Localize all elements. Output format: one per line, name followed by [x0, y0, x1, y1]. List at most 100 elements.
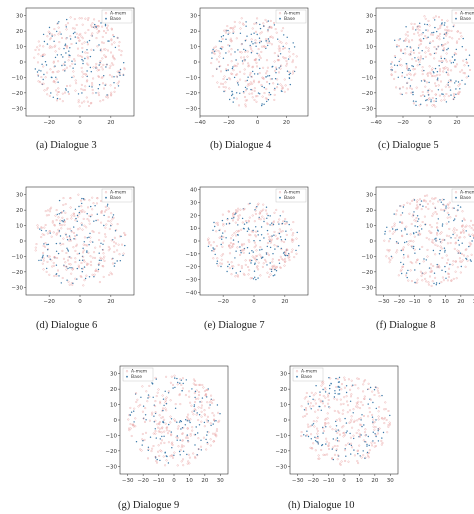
base-point — [235, 59, 237, 61]
amem-point — [349, 436, 352, 439]
amem-point — [342, 425, 345, 428]
amem-point — [88, 219, 91, 222]
amem-point — [265, 212, 268, 215]
amem-point — [195, 413, 198, 416]
amem-point — [69, 227, 72, 230]
base-point — [71, 267, 73, 269]
amem-point — [445, 254, 448, 257]
amem-point — [411, 26, 414, 29]
base-point — [254, 263, 256, 265]
amem-point — [52, 264, 55, 267]
base-point — [396, 228, 398, 231]
amem-point — [352, 434, 355, 437]
amem-point — [231, 73, 234, 76]
amem-point — [49, 208, 52, 211]
amem-point — [83, 100, 86, 103]
amem-point — [410, 245, 413, 248]
amem-point — [429, 224, 432, 227]
base-point — [250, 76, 252, 78]
base-point — [122, 74, 125, 76]
base-point — [228, 45, 231, 47]
amem-point — [70, 272, 73, 275]
base-point — [258, 42, 261, 44]
amem-point — [292, 232, 295, 235]
base-point — [65, 89, 67, 91]
amem-point — [439, 245, 442, 248]
base-point — [246, 79, 248, 82]
base-point — [98, 264, 100, 266]
amem-point — [430, 231, 433, 234]
base-point — [414, 252, 416, 254]
amem-point — [81, 55, 84, 58]
base-point — [296, 231, 298, 234]
base-point — [338, 386, 341, 388]
base-point — [84, 57, 86, 60]
amem-point — [261, 45, 264, 48]
base-point — [396, 64, 399, 67]
amem-point — [98, 262, 101, 265]
base-point — [273, 234, 275, 236]
amem-point — [274, 28, 277, 31]
amem-point — [260, 209, 263, 212]
amem-point — [69, 35, 72, 38]
base-point — [113, 76, 115, 78]
base-point — [360, 434, 362, 436]
amem-point — [344, 444, 347, 447]
amem-point — [454, 260, 457, 263]
amem-point — [91, 84, 94, 87]
amem-point — [81, 42, 84, 45]
base-point — [352, 412, 354, 414]
amem-point — [198, 391, 201, 394]
y-tick-label: −30 — [361, 285, 373, 291]
base-point — [442, 203, 444, 206]
amem-point — [162, 407, 165, 410]
base-point — [180, 420, 183, 423]
amem-point — [80, 17, 83, 20]
amem-point — [420, 40, 423, 43]
base-point — [412, 49, 415, 51]
amem-point — [267, 254, 270, 257]
base-point — [278, 67, 280, 69]
amem-point — [98, 231, 101, 234]
base-point — [369, 386, 372, 389]
amem-point — [188, 390, 191, 393]
base-point — [253, 32, 255, 34]
amem-point — [65, 265, 68, 268]
base-point — [42, 33, 45, 36]
amem-point — [276, 54, 279, 57]
legend-base-marker — [279, 196, 281, 199]
amem-point — [200, 420, 203, 423]
amem-point — [305, 409, 308, 412]
amem-point — [435, 213, 438, 216]
scatter-panel: 3020100−10−20−30−30−20−100102030A-memBas… — [358, 183, 474, 315]
amem-point — [402, 265, 405, 268]
base-point — [227, 265, 229, 268]
amem-point — [421, 90, 424, 93]
amem-point — [235, 211, 238, 214]
base-point — [266, 229, 269, 232]
base-point — [234, 51, 236, 53]
amem-point — [86, 218, 89, 221]
amem-point — [438, 265, 441, 268]
amem-point — [440, 231, 443, 234]
base-point — [41, 63, 43, 65]
base-point — [43, 243, 45, 245]
amem-point — [273, 52, 276, 55]
amem-point — [254, 244, 257, 247]
base-point — [439, 238, 441, 240]
amem-point — [333, 444, 336, 447]
base-point — [314, 436, 316, 438]
amem-point — [438, 266, 441, 269]
amem-point — [424, 55, 427, 58]
amem-point — [401, 75, 404, 78]
scatter-panel: 40 30 20 10 0 −10 −20 −30 −40 −20 0 20 A-mem Base — [182, 183, 320, 315]
base-point — [237, 241, 240, 243]
base-point — [427, 89, 429, 92]
amem-point — [446, 41, 449, 44]
amem-point — [34, 246, 37, 249]
amem-point — [432, 202, 435, 205]
base-point — [218, 40, 221, 42]
amem-point — [180, 446, 183, 449]
base-point — [454, 218, 456, 220]
